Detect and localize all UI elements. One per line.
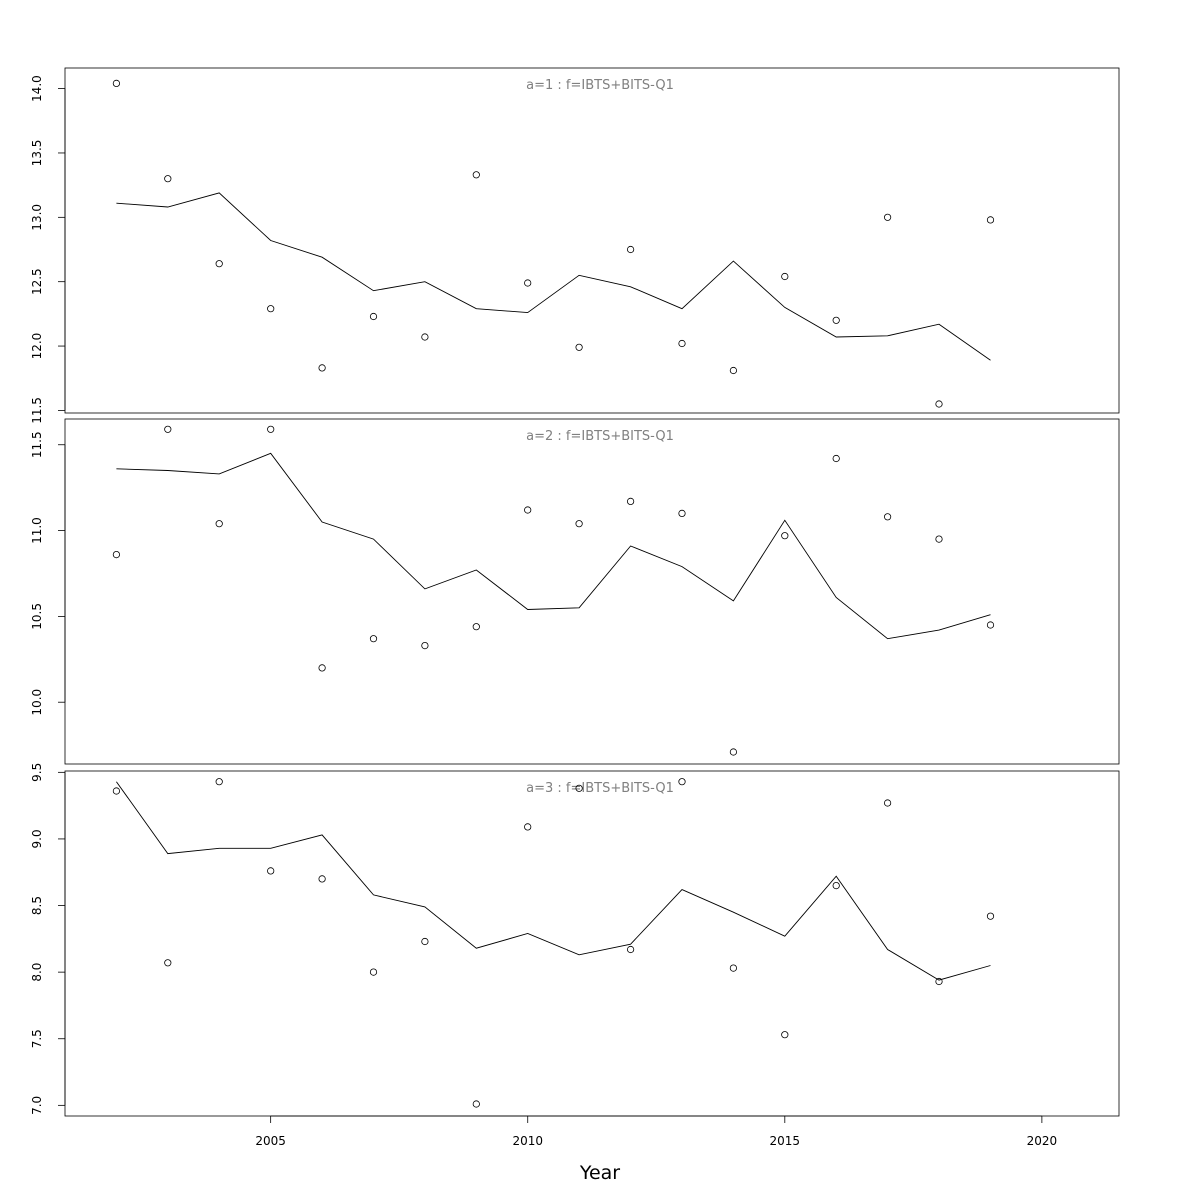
x-tick-label: 2015 <box>770 1134 801 1148</box>
fitted-line <box>116 452 991 640</box>
y-tick-label: 11.5 <box>30 397 44 424</box>
data-point <box>986 621 995 629</box>
data-point <box>421 333 429 341</box>
y-tick-label: 10.0 <box>30 689 44 716</box>
y-tick-label: 8.5 <box>30 896 44 915</box>
y-tick-label: 11.0 <box>30 517 44 544</box>
data-point <box>215 520 223 528</box>
data-point <box>781 532 789 540</box>
data-point <box>986 912 995 920</box>
panels-layer: a=1 : f=IBTS+BITS-Q1 11.5 12.0 12.5 13.0 13.5… <box>30 67 1120 1117</box>
data-point <box>935 535 943 543</box>
data-point <box>267 425 275 433</box>
data-point <box>883 799 892 807</box>
panel-1: a=1 : f=IBTS+BITS-Q1 11.5 12.0 12.5 13.0 13.5… <box>30 67 1120 424</box>
data-point <box>678 509 686 518</box>
data-point <box>267 867 275 875</box>
data-point <box>883 213 892 221</box>
data-point <box>626 245 635 254</box>
data-point <box>729 964 738 972</box>
panel-frame <box>64 418 1120 765</box>
data-point <box>781 1031 789 1039</box>
y-tick-label: 9.5 <box>30 763 44 782</box>
panel-title: a=3 : f=IBTS+BITS-Q1 <box>526 781 674 796</box>
data-point <box>472 171 480 179</box>
data-point <box>369 312 378 321</box>
y-tick-label: 8.0 <box>30 963 44 982</box>
panel-3: a=3 : f=IBTS+BITS-Q1 7.0 7.5 8.0 8.5 9.0 9.5 <box>30 763 1120 1117</box>
y-axis: 7.0 7.5 8.0 8.5 9.0 9.5 <box>30 763 66 1115</box>
x-axis: 2005 2010 2015 2020 <box>255 1115 1058 1148</box>
data-point <box>986 216 995 224</box>
y-axis: 10.0 10.5 11.0 11.5 <box>30 431 66 716</box>
y-tick-label: 12.0 <box>30 333 44 360</box>
data-point <box>729 748 738 756</box>
data-point <box>729 366 738 375</box>
data-point <box>318 364 326 372</box>
data-point <box>369 968 378 976</box>
data-point <box>626 945 635 954</box>
x-tick-label: 2020 <box>1027 1134 1058 1148</box>
data-point <box>215 260 223 268</box>
data-point <box>832 454 840 463</box>
x-axis-label: Year <box>579 1162 620 1184</box>
data-point <box>472 623 480 631</box>
y-tick-label: 12.5 <box>30 268 44 295</box>
data-point <box>575 343 583 351</box>
data-point <box>575 784 583 792</box>
data-point <box>832 316 840 324</box>
y-tick-label: 11.5 <box>30 431 44 458</box>
data-point <box>369 635 378 643</box>
data-point <box>267 305 275 313</box>
data-point <box>421 641 429 650</box>
y-tick-label: 13.0 <box>30 204 44 231</box>
x-tick-label: 2005 <box>255 1134 286 1148</box>
data-point <box>626 497 635 505</box>
data-point <box>575 520 583 528</box>
data-point <box>524 279 532 287</box>
data-point <box>112 550 121 559</box>
data-point <box>524 506 532 514</box>
data-point <box>164 175 172 183</box>
data-point <box>883 513 892 521</box>
data-point <box>678 339 686 348</box>
y-tick-label: 7.5 <box>30 1029 44 1048</box>
fitted-line <box>116 192 991 361</box>
panel-title: a=2 : f=IBTS+BITS-Q1 <box>526 429 674 444</box>
data-point <box>832 881 840 890</box>
panel-frame <box>64 67 1120 414</box>
data-point <box>678 778 686 786</box>
data-point <box>112 787 121 795</box>
y-tick-label: 7.0 <box>30 1096 44 1115</box>
data-point <box>164 959 172 967</box>
panel-frame <box>64 770 1120 1117</box>
data-point <box>935 977 943 986</box>
data-point <box>524 823 532 831</box>
data-point <box>215 778 223 786</box>
data-point <box>472 1100 480 1108</box>
panel-title: a=1 : f=IBTS+BITS-Q1 <box>526 78 674 93</box>
data-point <box>318 664 326 672</box>
y-tick-label: 14.0 <box>30 75 44 102</box>
data-point <box>421 937 429 946</box>
data-point <box>318 875 326 883</box>
y-tick-label: 10.5 <box>30 603 44 630</box>
y-tick-label: 13.5 <box>30 140 44 167</box>
data-point <box>164 425 172 433</box>
y-axis: 11.5 12.0 12.5 13.0 13.5 14.0 <box>30 75 66 424</box>
panel-2: a=2 : f=IBTS+BITS-Q1 10.0 10.5 11.0 11.5 <box>30 418 1120 765</box>
data-point <box>935 400 943 408</box>
y-tick-label: 9.0 <box>30 829 44 848</box>
x-tick-label: 2010 <box>512 1134 543 1148</box>
fitted-line <box>116 781 991 981</box>
data-point <box>112 79 121 88</box>
data-point <box>781 272 789 281</box>
